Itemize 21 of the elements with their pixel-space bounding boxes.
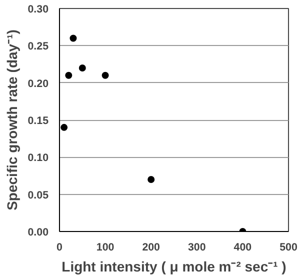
- point: [65, 72, 72, 79]
- x-tick-label: 400: [234, 242, 252, 254]
- x-tick-label: 200: [142, 242, 160, 254]
- y-tick-label: 0.10: [28, 152, 49, 164]
- point: [70, 34, 77, 42]
- y-tick-label: 0.25: [28, 40, 49, 53]
- point: [60, 124, 68, 131]
- x-axis-title: Light intensity ( μ mole m⁻² sec⁻¹ ): [62, 258, 286, 274]
- y-tick-label: 0.20: [28, 78, 49, 90]
- y-tick-label: 0.00: [28, 226, 49, 238]
- x-tick-label: 100: [96, 242, 114, 254]
- point: [148, 176, 155, 183]
- x-tick-label: 500: [280, 242, 298, 254]
- point: [78, 64, 86, 72]
- x-tick-label: 300: [188, 242, 206, 254]
- y-tick-label: 0.30: [28, 4, 49, 16]
- y-tick-label: 0.15: [28, 115, 49, 127]
- point: [102, 72, 109, 79]
- x-tick-label: 0: [56, 242, 63, 254]
- y-tick-label: 0.05: [28, 189, 49, 202]
- y-axis-title: Specific growth rate (day⁻¹): [4, 30, 20, 210]
